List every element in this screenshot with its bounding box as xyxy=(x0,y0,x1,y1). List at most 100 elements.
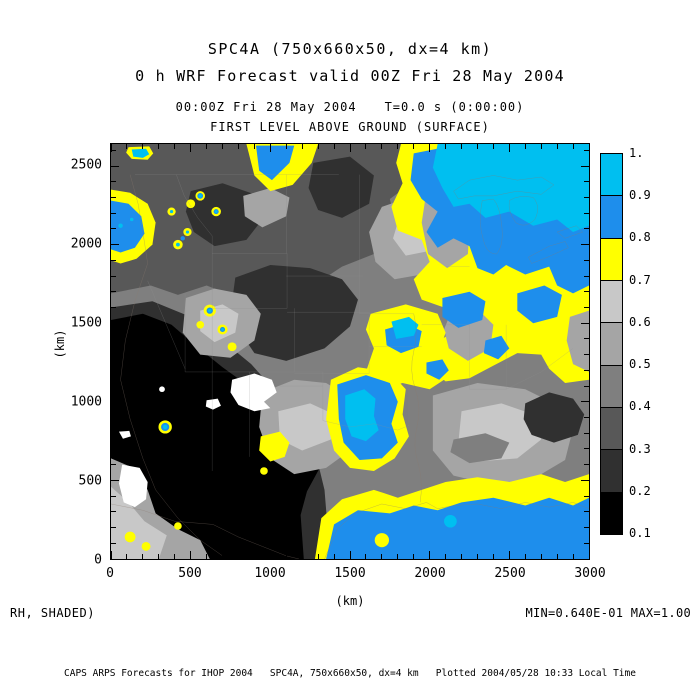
colorbar-label: 0.7 xyxy=(629,272,651,287)
colorbar-cell xyxy=(601,154,622,197)
axis-tick xyxy=(333,554,335,559)
axis-tick xyxy=(285,144,287,149)
y-tick-label: 2500 xyxy=(70,157,102,173)
axis-tick xyxy=(301,554,303,559)
valid-time-line: 00:00Z Fri 28 May 2004 T=0.0 s (0:00:00) xyxy=(0,100,700,114)
plot-subtitle: 0 h WRF Forecast valid 00Z Fri 28 May 20… xyxy=(135,67,565,85)
colorbar-label: 0.3 xyxy=(629,441,651,456)
axis-tick xyxy=(429,551,431,559)
x-axis-tick-labels: 0 500 1000 1500 2000 2500 3000 xyxy=(106,566,606,582)
axis-tick xyxy=(111,558,119,560)
axis-tick xyxy=(581,322,589,324)
axis-tick xyxy=(584,542,589,544)
colorbar-label: 1. xyxy=(629,146,644,160)
axis-tick xyxy=(588,144,590,152)
axis-tick xyxy=(584,448,589,450)
coastlines-and-lakes xyxy=(111,174,589,559)
axis-tick xyxy=(584,432,589,434)
credit-line: CAPS ARPS Forecasts for IHOP 2004 SPC4A,… xyxy=(64,668,636,679)
axis-tick xyxy=(111,464,116,466)
axis-tick xyxy=(584,149,589,151)
axis-tick xyxy=(126,144,128,149)
axis-tick xyxy=(381,554,383,559)
axis-tick xyxy=(190,144,192,152)
level-line: FIRST LEVEL ABOVE GROUND (SURFACE) xyxy=(210,120,490,134)
axis-tick xyxy=(584,354,589,356)
axis-tick xyxy=(445,554,447,559)
axis-tick xyxy=(253,144,255,149)
axis-tick xyxy=(111,212,116,214)
colorbar-cell xyxy=(601,407,622,451)
y-tick-label: 500 xyxy=(78,473,102,489)
y-axis-title: (km) xyxy=(53,329,67,359)
axis-tick xyxy=(584,385,589,387)
axis-tick xyxy=(556,144,558,149)
axis-tick xyxy=(365,554,367,559)
axis-tick xyxy=(253,554,255,559)
axis-tick xyxy=(584,511,589,513)
plot-title: SPC4A (750x660x50, dx=4 km) xyxy=(207,40,493,58)
colorbar-cell xyxy=(601,450,622,493)
y-tick-label: 2000 xyxy=(70,236,102,252)
axis-tick xyxy=(285,554,287,559)
colorbar-cell xyxy=(601,365,622,408)
axis-tick xyxy=(111,495,116,497)
colorbar-label: 0.8 xyxy=(629,230,651,245)
forecast-time: T=0.0 s (0:00:00) xyxy=(384,100,525,114)
axis-tick xyxy=(413,554,415,559)
axis-tick xyxy=(492,144,494,149)
axis-tick xyxy=(349,551,351,559)
axis-tick xyxy=(429,144,431,152)
axis-tick xyxy=(111,417,116,419)
x-tick-label: 500 xyxy=(178,566,202,581)
axis-tick xyxy=(581,165,589,167)
colorbar xyxy=(600,153,623,535)
colorbar-cell xyxy=(601,238,622,281)
axis-tick xyxy=(111,275,116,277)
x-tick-label: 3000 xyxy=(574,566,606,581)
y-tick-label: 0 xyxy=(94,552,102,568)
x-tick-label: 1500 xyxy=(334,566,366,581)
axis-tick xyxy=(269,551,271,559)
axis-tick xyxy=(584,338,589,340)
x-tick-label: 2000 xyxy=(414,566,446,581)
axis-tick xyxy=(556,554,558,559)
axis-tick xyxy=(413,144,415,149)
axis-tick xyxy=(581,401,589,403)
rh-high-layer xyxy=(111,144,589,559)
axis-tick xyxy=(581,558,589,560)
valid-time: 00:00Z Fri 28 May 2004 xyxy=(175,100,357,114)
axis-tick xyxy=(476,554,478,559)
axis-tick xyxy=(584,495,589,497)
axis-tick xyxy=(190,551,192,559)
y-tick-label: 1000 xyxy=(70,394,102,410)
axis-tick xyxy=(237,554,239,559)
colorbar-label: 0.2 xyxy=(629,483,651,498)
axis-tick xyxy=(584,417,589,419)
axis-tick xyxy=(111,401,119,403)
axis-tick xyxy=(237,144,239,149)
colorbar-cell xyxy=(601,492,622,534)
y-tick-label: 1500 xyxy=(70,315,102,331)
axis-tick xyxy=(508,551,510,559)
axis-tick xyxy=(584,369,589,371)
field-label: RH, SHADED) xyxy=(10,606,95,620)
axis-tick xyxy=(301,144,303,149)
axis-tick xyxy=(111,165,119,167)
axis-tick xyxy=(461,554,463,559)
axis-tick xyxy=(111,338,116,340)
axis-tick xyxy=(333,144,335,149)
axis-tick xyxy=(492,554,494,559)
colorbar-cell xyxy=(601,323,622,366)
axis-tick xyxy=(584,464,589,466)
axis-tick xyxy=(524,144,526,149)
axis-tick xyxy=(110,551,112,559)
axis-tick xyxy=(584,275,589,277)
axis-tick xyxy=(584,291,589,293)
y-axis-tick-labels: 0 500 1000 1500 2000 2500 xyxy=(56,143,102,568)
axis-tick xyxy=(111,259,116,261)
colorbar-labels: 1. 0.9 0.8 0.7 0.6 0.5 0.4 0.3 0.2 0.1 xyxy=(629,146,669,540)
axis-tick xyxy=(111,291,116,293)
x-tick-label: 2500 xyxy=(494,566,526,581)
axis-tick xyxy=(584,259,589,261)
